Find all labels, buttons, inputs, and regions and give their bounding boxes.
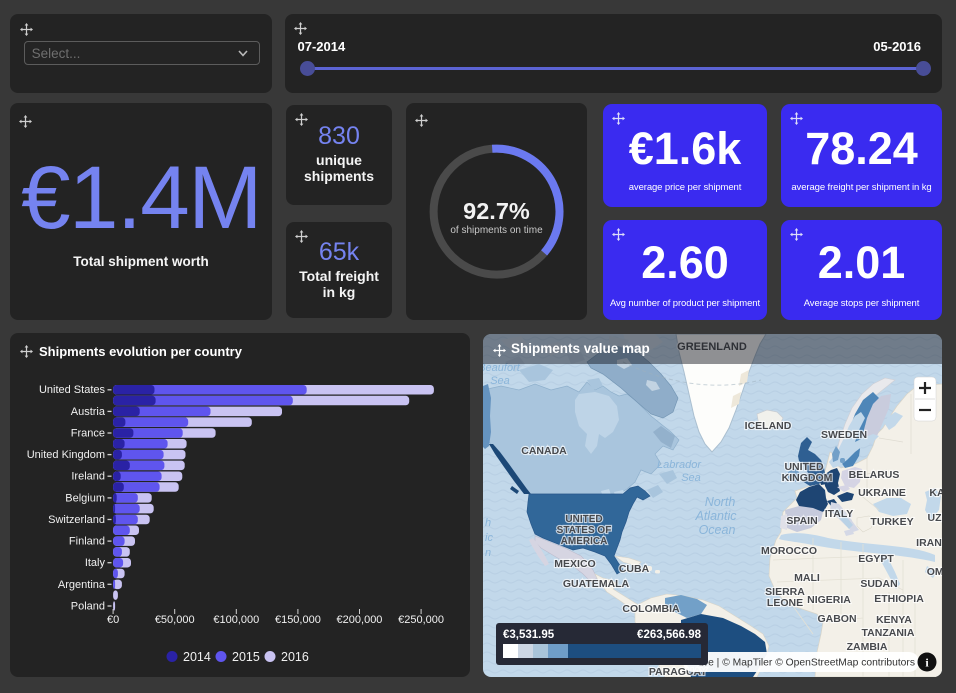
svg-text:United Kingdom: United Kingdom <box>27 449 105 461</box>
svg-text:Sea: Sea <box>681 472 701 484</box>
svg-text:North: North <box>705 495 736 509</box>
svg-text:€100,000: €100,000 <box>213 614 259 626</box>
svg-text:STATES OF: STATES OF <box>557 525 612 536</box>
svg-text:COLOMBIA: COLOMBIA <box>622 603 680 615</box>
svg-text:Poland: Poland <box>71 601 105 613</box>
svg-text:KINGDOM: KINGDOM <box>782 472 833 484</box>
svg-text:United States: United States <box>39 384 106 396</box>
svg-text:€200,000: €200,000 <box>337 614 383 626</box>
svg-text:bre | © MapTiler © OpenStreetM: bre | © MapTiler © OpenStreetMap contrib… <box>699 658 915 669</box>
svg-text:TANZANIA: TANZANIA <box>862 627 915 639</box>
svg-text:Beaufort: Beaufort <box>483 362 521 374</box>
svg-text:GREENLAND: GREENLAND <box>677 341 747 353</box>
svg-text:GUATEMALA: GUATEMALA <box>563 578 630 590</box>
svg-text:KENYA: KENYA <box>876 614 912 626</box>
svg-text:MEXICO: MEXICO <box>554 558 595 570</box>
svg-text:LEONE: LEONE <box>767 597 803 609</box>
svg-text:OMA: OMA <box>927 566 942 578</box>
svg-text:€50,000: €50,000 <box>155 614 195 626</box>
svg-text:BELARUS: BELARUS <box>849 469 900 481</box>
svg-text:n: n <box>485 547 491 559</box>
svg-text:Sea: Sea <box>490 375 510 387</box>
svg-text:SUDAN: SUDAN <box>860 578 897 590</box>
svg-text:€250,000: €250,000 <box>398 614 444 626</box>
svg-text:Argentina: Argentina <box>58 579 106 591</box>
svg-text:EGYPT: EGYPT <box>858 553 894 565</box>
svg-text:TURKEY: TURKEY <box>870 516 913 528</box>
svg-text:h: h <box>485 517 491 529</box>
svg-text:SWEDEN: SWEDEN <box>821 429 867 441</box>
svg-text:Finland: Finland <box>69 536 105 548</box>
svg-text:UNITED: UNITED <box>784 461 824 473</box>
svg-text:i: i <box>925 656 929 670</box>
svg-text:KA: KA <box>929 487 942 499</box>
svg-text:ZAMBIA: ZAMBIA <box>847 641 888 653</box>
svg-text:Switzerland: Switzerland <box>48 514 105 526</box>
svg-text:NIGERIA: NIGERIA <box>807 594 851 606</box>
svg-text:GABON: GABON <box>817 613 856 625</box>
svg-text:€263,566.98: €263,566.98 <box>637 629 702 641</box>
svg-text:IRAN: IRAN <box>916 537 942 549</box>
svg-text:UZE: UZE <box>928 512 943 524</box>
svg-text:ic: ic <box>485 532 493 544</box>
svg-text:SPAIN: SPAIN <box>786 515 817 527</box>
svg-text:UKRAINE: UKRAINE <box>858 487 906 499</box>
svg-text:Ocean: Ocean <box>699 523 736 537</box>
svg-text:AMERICA: AMERICA <box>561 536 608 547</box>
svg-text:ICELAND: ICELAND <box>745 420 792 432</box>
svg-text:CUBA: CUBA <box>619 563 650 575</box>
svg-text:CANADA: CANADA <box>521 445 567 457</box>
svg-text:Atlantic: Atlantic <box>695 509 738 523</box>
svg-text:2016: 2016 <box>281 650 309 664</box>
svg-text:ETHIOPIA: ETHIOPIA <box>874 593 924 605</box>
svg-text:Belgium: Belgium <box>65 492 105 504</box>
svg-text:2015: 2015 <box>232 650 260 664</box>
svg-text:€150,000: €150,000 <box>275 614 321 626</box>
svg-text:MALI: MALI <box>794 572 820 584</box>
svg-text:MOROCCO: MOROCCO <box>761 545 817 557</box>
svg-text:Italy: Italy <box>85 557 106 569</box>
svg-text:€3,531.95: €3,531.95 <box>503 629 555 641</box>
svg-text:France: France <box>71 428 105 440</box>
svg-text:Labrador: Labrador <box>657 459 702 471</box>
svg-text:2014: 2014 <box>183 650 211 664</box>
svg-text:€0: €0 <box>107 614 119 626</box>
svg-text:ITALY: ITALY <box>825 508 854 520</box>
svg-text:Austria: Austria <box>71 406 106 418</box>
svg-text:Ireland: Ireland <box>71 471 105 483</box>
svg-text:UNITED: UNITED <box>565 514 602 525</box>
svg-text:SIERRA: SIERRA <box>765 586 805 598</box>
